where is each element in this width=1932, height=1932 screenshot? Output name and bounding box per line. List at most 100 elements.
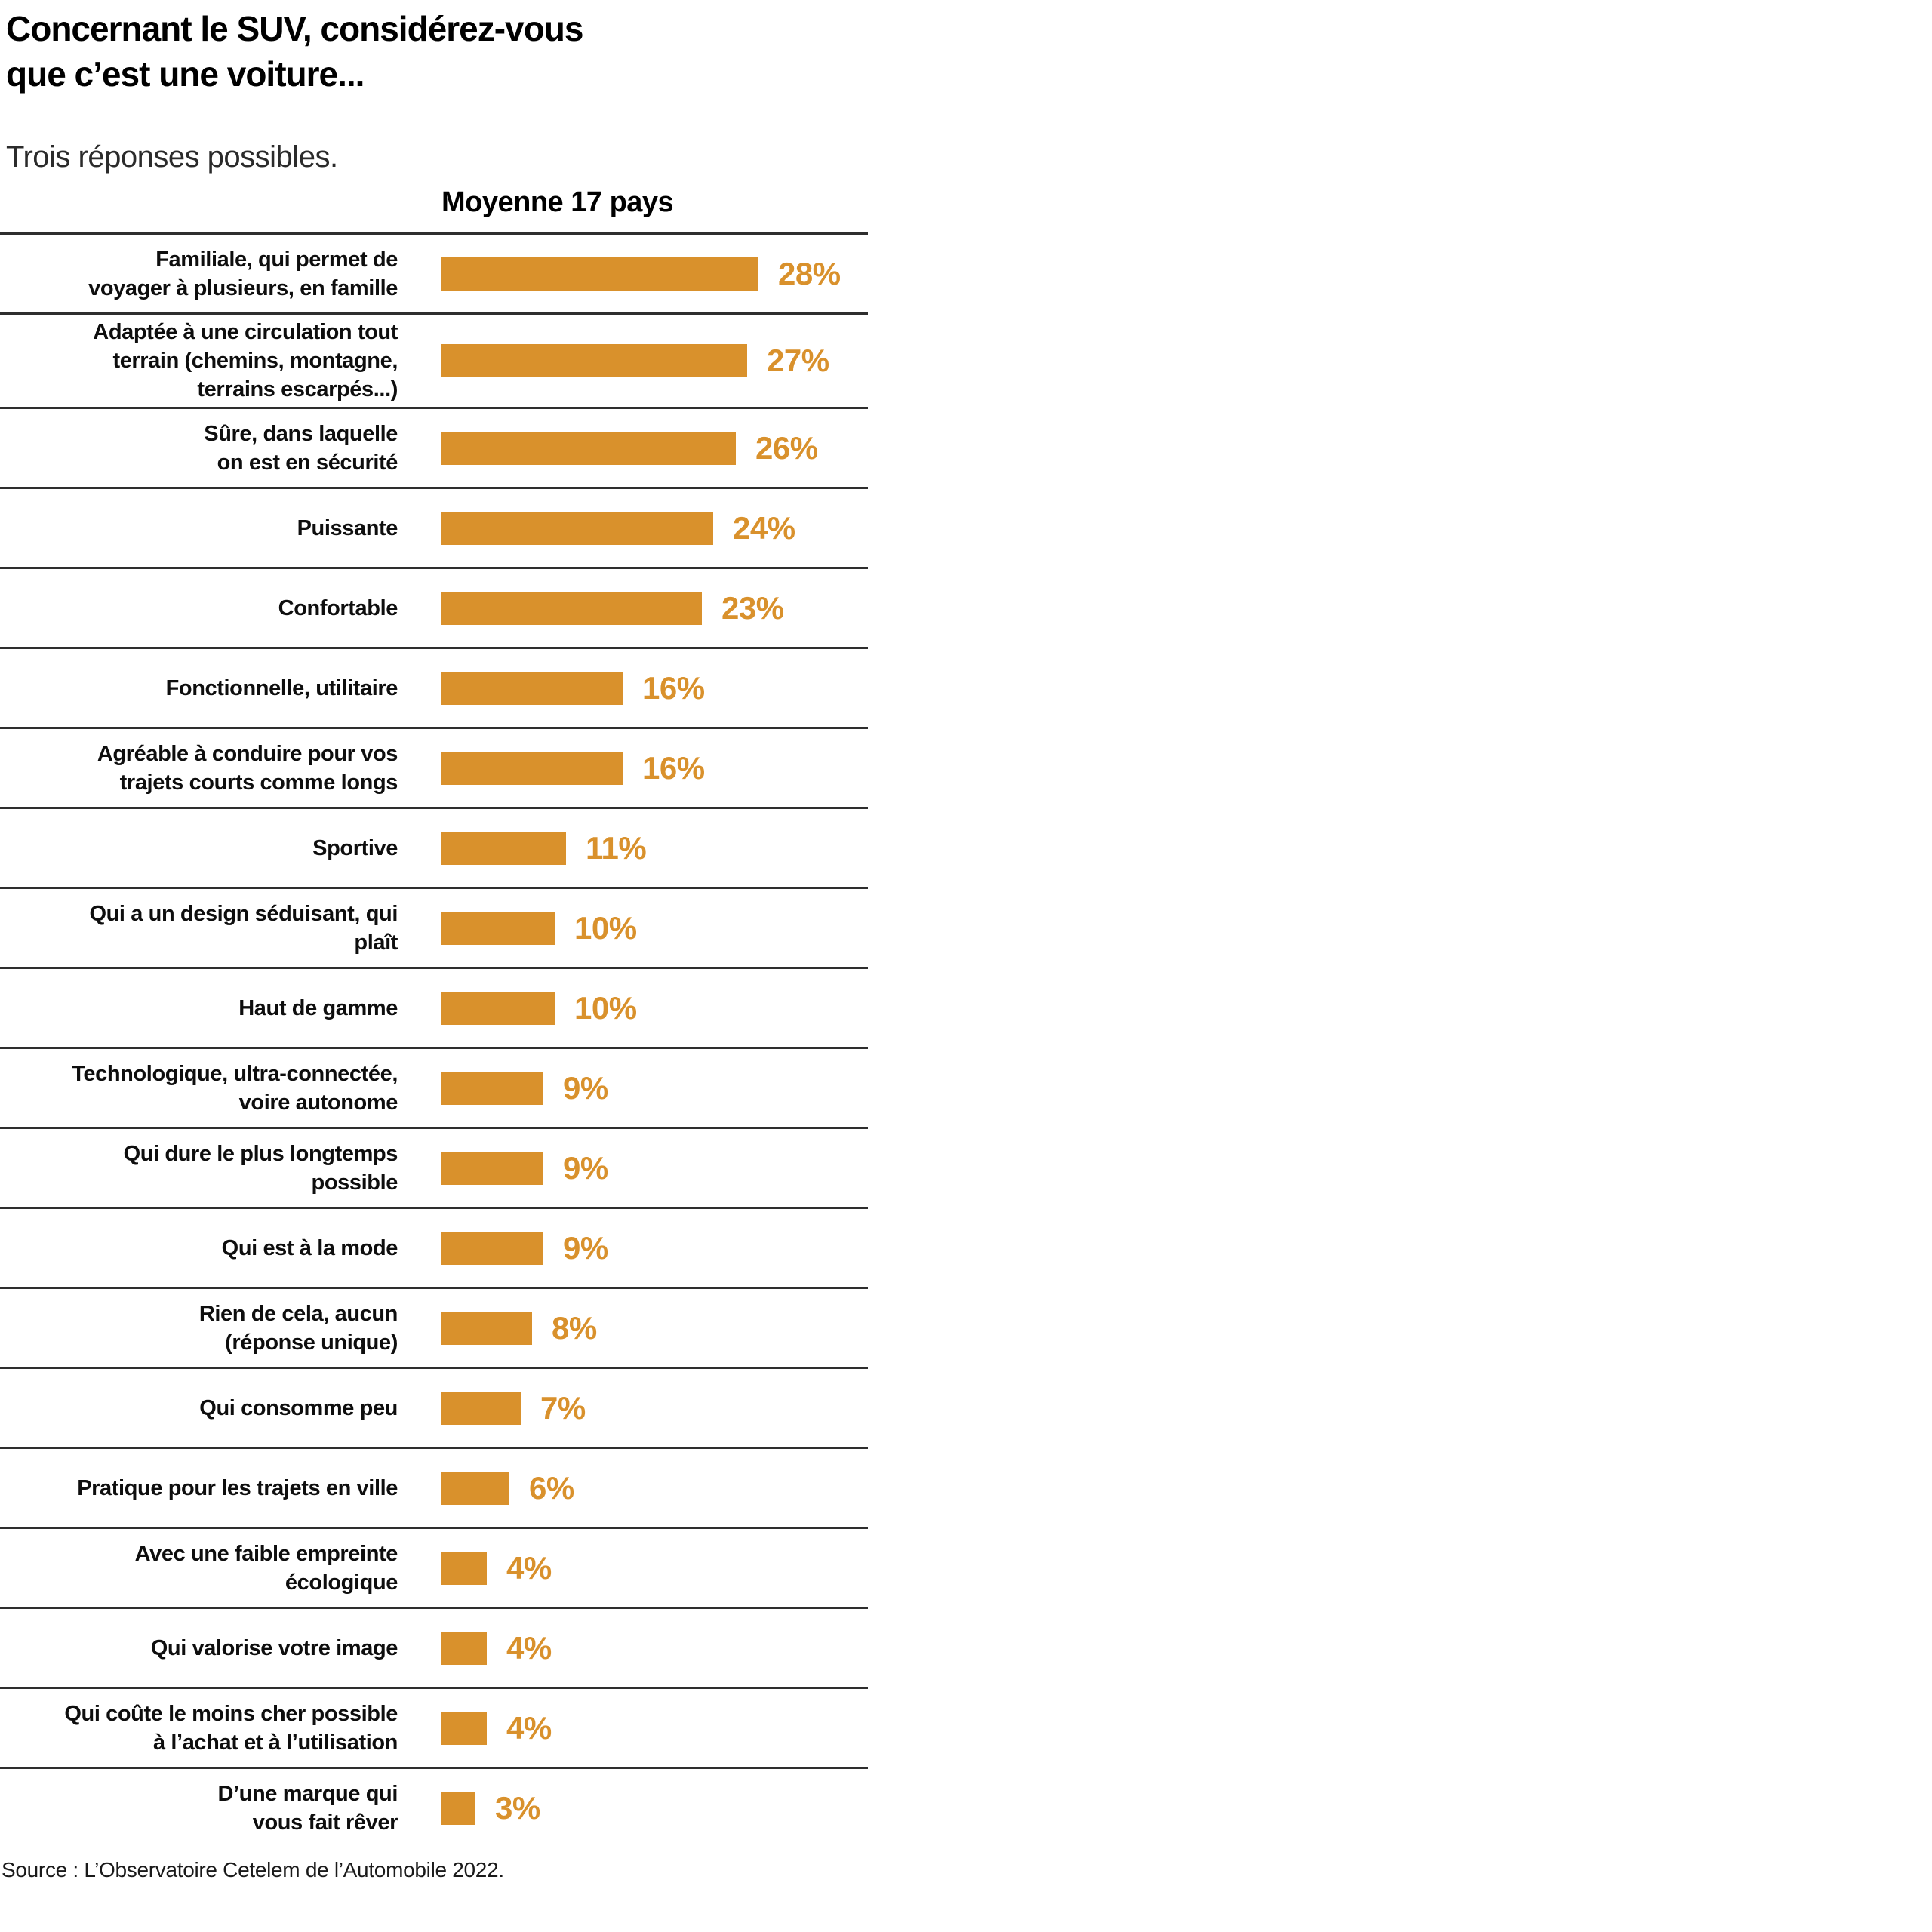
value-bar: [441, 831, 566, 865]
category-label: Avec une faible empreinte écologique: [134, 1541, 398, 1595]
bar-area: 10%: [441, 990, 868, 1026]
bar-area: 24%: [441, 510, 868, 546]
value-bar: [441, 511, 713, 545]
category-label: Qui valorise votre image: [150, 1635, 398, 1660]
bar-area: 4%: [441, 1630, 868, 1666]
bar-area: 4%: [441, 1550, 868, 1586]
bar-chart-table: Familiale, qui permet de voyager à plusi…: [0, 232, 868, 1847]
value-label: 16%: [642, 749, 705, 786]
table-row: Agréable à conduire pour vos trajets cou…: [0, 727, 868, 807]
value-bar: [441, 1151, 543, 1185]
category-label: Fonctionnelle, utilitaire: [165, 675, 398, 700]
value-label: 4%: [506, 1549, 552, 1586]
bar-area: 27%: [441, 343, 868, 379]
table-row: Qui valorise votre image 4%: [0, 1607, 868, 1687]
table-row: Qui dure le plus longtemps possible 9%: [0, 1127, 868, 1207]
value-label: 16%: [642, 669, 705, 706]
value-label: 3%: [495, 1789, 540, 1826]
table-row: D’une marque qui vous fait rêver 3%: [0, 1767, 868, 1847]
bar-area: 26%: [441, 430, 868, 466]
value-label: 28%: [778, 255, 841, 291]
category-label: Familiale, qui permet de voyager à plusi…: [88, 247, 398, 300]
category-label: Sûre, dans laquelle on est en sécurité: [204, 421, 398, 475]
category-label: Pratique pour les trajets en ville: [77, 1475, 398, 1500]
category-label: Qui coûte le moins cher possible à l’ach…: [64, 1701, 398, 1755]
value-bar: [441, 1711, 487, 1745]
table-row: Technologique, ultra-connectée, voire au…: [0, 1047, 868, 1127]
value-label: 8%: [552, 1309, 597, 1346]
bar-area: 9%: [441, 1070, 868, 1106]
value-bar: [441, 1551, 487, 1585]
value-label: 10%: [574, 989, 637, 1026]
category-label: Confortable: [278, 595, 398, 620]
value-label: 11%: [586, 829, 647, 866]
bar-area: 10%: [441, 910, 868, 946]
category-label: D’une marque qui vous fait rêver: [217, 1781, 398, 1835]
table-row: Sûre, dans laquelle on est en sécurité 2…: [0, 407, 868, 487]
bar-area: 9%: [441, 1230, 868, 1266]
value-bar: [441, 911, 555, 945]
bar-area: 3%: [441, 1790, 868, 1826]
bar-area: 6%: [441, 1470, 868, 1506]
category-label: Qui est à la mode: [221, 1235, 398, 1260]
bar-area: 9%: [441, 1150, 868, 1186]
value-label: 4%: [506, 1629, 552, 1666]
value-label: 24%: [733, 509, 795, 546]
table-row: Pratique pour les trajets en ville 6%: [0, 1447, 868, 1527]
value-bar: [441, 1391, 521, 1425]
chart-title: Concernant le SUV, considérez-vous que c…: [6, 9, 583, 94]
value-bar: [441, 431, 736, 465]
table-row: Qui coûte le moins cher possible à l’ach…: [0, 1687, 868, 1767]
category-label: Haut de gamme: [238, 995, 398, 1020]
table-row: Rien de cela, aucun (réponse unique) 8%: [0, 1287, 868, 1367]
value-bar: [441, 1631, 487, 1665]
table-row: Qui consomme peu 7%: [0, 1367, 868, 1447]
source-note: Source : L’Observatoire Cetelem de l’Aut…: [2, 1858, 504, 1881]
value-bar: [441, 257, 758, 291]
bar-area: 23%: [441, 590, 868, 626]
table-row: Confortable 23%: [0, 567, 868, 647]
bar-area: 16%: [441, 670, 868, 706]
bar-area: 4%: [441, 1710, 868, 1746]
table-row: Puissante 24%: [0, 487, 868, 567]
table-row: Fonctionnelle, utilitaire 16%: [0, 647, 868, 727]
value-bar: [441, 991, 555, 1025]
bar-area: 8%: [441, 1310, 868, 1346]
value-label: 7%: [540, 1389, 586, 1426]
value-bar: [441, 591, 702, 625]
table-row: Haut de gamme 10%: [0, 967, 868, 1047]
table-row: Familiale, qui permet de voyager à plusi…: [0, 232, 868, 312]
value-bar: [441, 1791, 475, 1825]
table-row: Sportive 11%: [0, 807, 868, 887]
value-label: 9%: [563, 1149, 608, 1186]
table-row: Qui a un design séduisant, qui plaît 10%: [0, 887, 868, 967]
value-label: 26%: [755, 429, 818, 466]
value-bar: [441, 344, 747, 377]
category-label: Technologique, ultra-connectée, voire au…: [72, 1061, 398, 1115]
value-label: 27%: [767, 343, 829, 378]
value-bar: [441, 1311, 532, 1345]
table-row: Avec une faible empreinte écologique 4%: [0, 1527, 868, 1607]
bar-area: 11%: [441, 830, 868, 866]
value-label: 4%: [506, 1709, 552, 1746]
category-label: Qui consomme peu: [199, 1395, 398, 1420]
value-bar: [441, 1471, 509, 1505]
value-bar: [441, 1231, 543, 1265]
value-bar: [441, 671, 623, 705]
table-row: Qui est à la mode 9%: [0, 1207, 868, 1287]
category-label: Puissante: [297, 515, 398, 540]
category-label: Qui a un design séduisant, qui plaît: [89, 901, 398, 955]
chart-subtitle: Trois réponses possibles.: [6, 140, 338, 174]
value-bar: [441, 751, 623, 785]
category-label: Rien de cela, aucun (réponse unique): [198, 1301, 398, 1355]
value-bar: [441, 1071, 543, 1105]
bar-area: 28%: [441, 256, 868, 292]
value-label: 9%: [563, 1229, 608, 1266]
bar-area: 16%: [441, 750, 868, 786]
bar-area: 7%: [441, 1390, 868, 1426]
value-label: 6%: [529, 1469, 574, 1506]
value-label: 9%: [563, 1069, 608, 1106]
category-label: Sportive: [312, 835, 398, 860]
value-label: 10%: [574, 909, 637, 946]
